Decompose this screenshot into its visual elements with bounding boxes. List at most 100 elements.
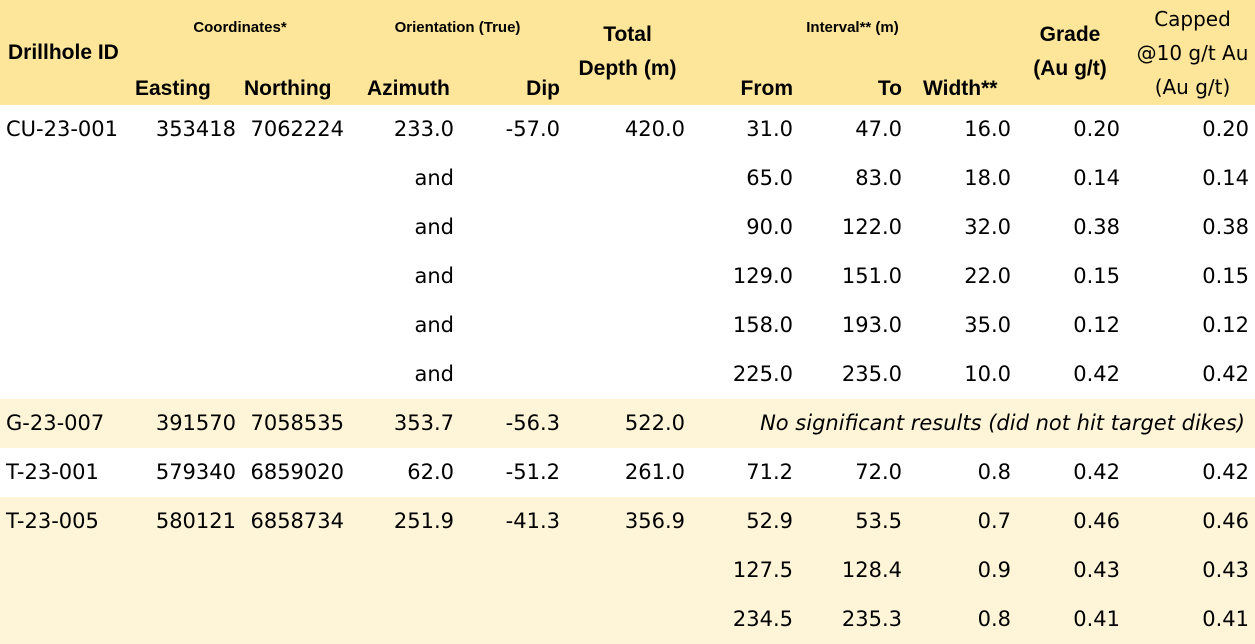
cell-azimuth: 251.9 <box>393 509 454 533</box>
table-row: and 65.0 83.0 18.0 0.14 0.14 <box>0 154 1255 203</box>
cell-to: 151.0 <box>841 264 902 288</box>
cell-northing: 6858734 <box>250 509 344 533</box>
cell-from: 31.0 <box>746 117 793 141</box>
cell-grade: 0.42 <box>1073 460 1120 484</box>
cell-to: 47.0 <box>855 117 902 141</box>
cell-easting <box>120 203 236 252</box>
cell-capped: 0.12 <box>1202 313 1249 337</box>
table-row: and 90.0 122.0 32.0 0.38 0.38 <box>0 203 1255 252</box>
table-row: and 225.0 235.0 10.0 0.42 0.42 <box>0 350 1255 399</box>
header-total-depth-line2: Depth (m) <box>578 57 677 80</box>
cell-total: 261.0 <box>624 460 685 484</box>
cell-total <box>560 301 685 350</box>
cell-azimuth: and <box>414 264 454 288</box>
table-row: T-23-005 580121 6858734 251.9 -41.3 356.9 52.9… <box>0 497 1255 546</box>
table-header: Drillhole ID Coordinates* Easting Northi… <box>0 0 1255 105</box>
cell-dip: -41.3 <box>505 509 560 533</box>
cell-to: 72.0 <box>855 460 902 484</box>
cell-easting <box>120 350 236 399</box>
cell-to: 83.0 <box>855 166 902 190</box>
cell-northing <box>236 252 344 301</box>
cell-dip <box>454 546 560 595</box>
cell-total <box>560 252 685 301</box>
cell-capped: 0.46 <box>1202 509 1249 533</box>
cell-dip: -57.0 <box>505 117 560 141</box>
cell-easting <box>120 546 236 595</box>
cell-dip: -56.3 <box>505 411 560 435</box>
cell-grade: 0.14 <box>1073 166 1120 190</box>
cell-to: 235.3 <box>841 607 902 631</box>
header-capped-line3: (Au g/t) <box>1154 75 1231 99</box>
cell-from: 158.0 <box>732 313 793 337</box>
cell-azimuth: and <box>414 362 454 386</box>
cell-northing <box>236 350 344 399</box>
header-northing: Northing <box>244 77 332 100</box>
cell-capped: 0.42 <box>1202 362 1249 386</box>
cell-to: 235.0 <box>841 362 902 386</box>
cell-easting <box>120 252 236 301</box>
cell-note: No significant results (did not hit targ… <box>760 411 1245 435</box>
cell-northing <box>236 154 344 203</box>
header-total-depth-line1: Total <box>603 23 652 46</box>
cell-total: 356.9 <box>624 509 685 533</box>
header-to: To <box>877 77 902 100</box>
cell-to: 53.5 <box>855 509 902 533</box>
table-row: 234.5 235.3 0.8 0.41 0.41 <box>0 595 1255 644</box>
cell-easting <box>120 301 236 350</box>
cell-grade: 0.20 <box>1073 117 1120 141</box>
cell-easting: 391570 <box>155 411 236 435</box>
cell-from: 234.5 <box>732 607 793 631</box>
cell-northing: 6859020 <box>250 460 344 484</box>
header-width: Width** <box>923 77 998 100</box>
cell-capped: 0.14 <box>1202 166 1249 190</box>
cell-to: 128.4 <box>841 558 902 582</box>
cell-northing: 7058535 <box>250 411 344 435</box>
cell-id: G-23-007 <box>6 411 105 435</box>
cell-from: 127.5 <box>732 558 793 582</box>
cell-width: 0.9 <box>977 558 1011 582</box>
cell-width: 32.0 <box>964 215 1011 239</box>
cell-to: 193.0 <box>841 313 902 337</box>
cell-grade: 0.43 <box>1073 558 1120 582</box>
header-drillhole-id: Drillhole ID <box>8 41 119 64</box>
header-capped-line2: @10 g/t Au <box>1136 41 1249 65</box>
cell-from: 65.0 <box>746 166 793 190</box>
cell-dip <box>454 154 560 203</box>
cell-total <box>560 154 685 203</box>
cell-northing <box>236 203 344 252</box>
cell-grade: 0.38 <box>1073 215 1120 239</box>
cell-grade: 0.41 <box>1073 607 1120 631</box>
cell-from: 225.0 <box>732 362 793 386</box>
table-row: and 129.0 151.0 22.0 0.15 0.15 <box>0 252 1255 301</box>
table-row: 127.5 128.4 0.9 0.43 0.43 <box>0 546 1255 595</box>
cell-dip <box>454 350 560 399</box>
cell-grade: 0.15 <box>1073 264 1120 288</box>
cell-dip <box>454 203 560 252</box>
cell-id: T-23-001 <box>6 460 99 484</box>
cell-dip: -51.2 <box>505 460 560 484</box>
cell-grade: 0.42 <box>1073 362 1120 386</box>
cell-width: 0.7 <box>977 509 1011 533</box>
header-from: From <box>740 77 794 100</box>
cell-width: 22.0 <box>964 264 1011 288</box>
cell-dip <box>454 301 560 350</box>
cell-azimuth: 353.7 <box>393 411 454 435</box>
header-grade-line1: Grade <box>1039 23 1101 46</box>
header-grade-line2: (Au g/t) <box>1033 57 1107 80</box>
cell-total: 420.0 <box>624 117 685 141</box>
cell-capped: 0.42 <box>1202 460 1249 484</box>
cell-total: 522.0 <box>624 411 685 435</box>
cell-capped: 0.20 <box>1202 117 1249 141</box>
cell-capped: 0.41 <box>1202 607 1249 631</box>
cell-capped: 0.15 <box>1202 264 1249 288</box>
header-coordinates: Coordinates* <box>193 19 287 36</box>
cell-northing: 7062224 <box>250 117 344 141</box>
cell-azimuth: 233.0 <box>393 117 454 141</box>
cell-northing <box>236 301 344 350</box>
header-easting: Easting <box>135 77 211 100</box>
cell-easting <box>120 154 236 203</box>
cell-azimuth <box>344 546 454 595</box>
header-interval: Interval** (m) <box>806 19 899 36</box>
cell-total <box>560 350 685 399</box>
